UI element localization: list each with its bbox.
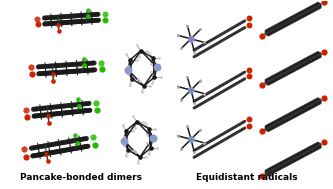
Text: Pancake-bonded dimers: Pancake-bonded dimers xyxy=(20,173,142,182)
Text: Equidistant radicals: Equidistant radicals xyxy=(196,173,298,182)
